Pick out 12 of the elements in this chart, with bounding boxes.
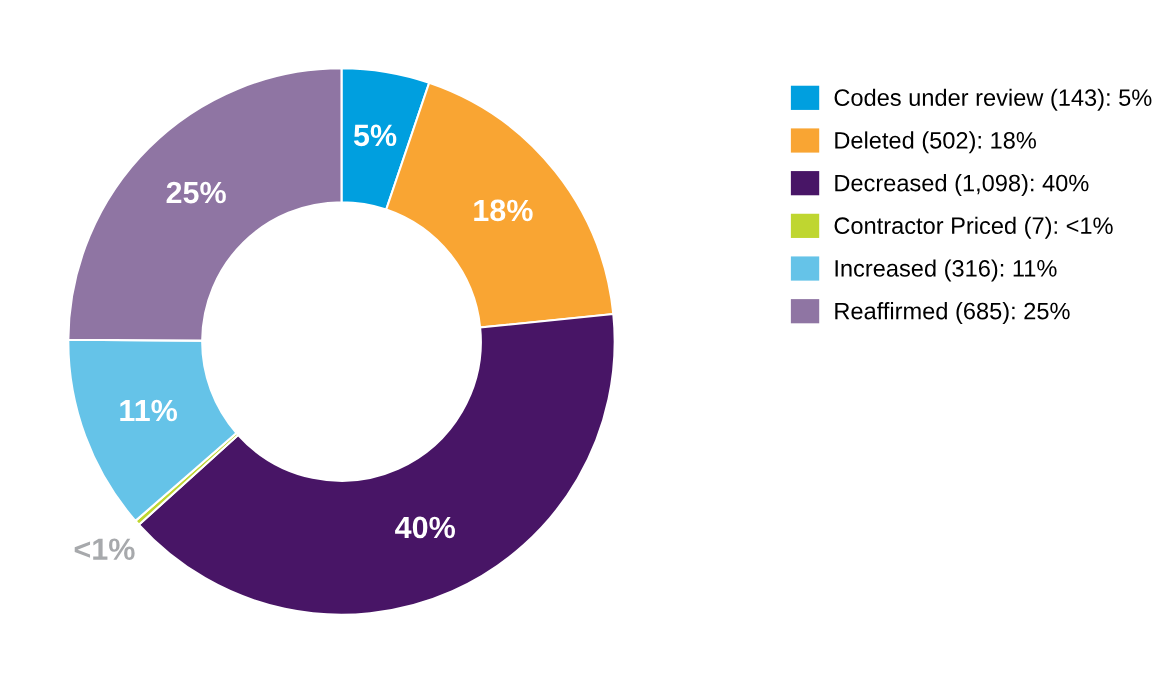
data-label: 40%	[395, 516, 455, 539]
legend-label: Increased (316): 11%	[835, 259, 1057, 282]
data-label: 18%	[474, 199, 533, 222]
data-label: 5%	[353, 124, 397, 147]
data-label: 25%	[166, 181, 226, 204]
legend-label: Decreased (1,098): 40%	[835, 174, 1089, 197]
legend-label: Reaffirmed (685): 25%	[835, 302, 1070, 325]
data-label: 11%	[120, 399, 178, 422]
legend-label: Codes under review (143): 5%	[834, 88, 1152, 111]
legend-label: Contractor Priced (7): <1%	[834, 216, 1113, 239]
legend-label: Deleted (502): 18%	[835, 131, 1036, 154]
data-label: <1%	[74, 538, 135, 560]
